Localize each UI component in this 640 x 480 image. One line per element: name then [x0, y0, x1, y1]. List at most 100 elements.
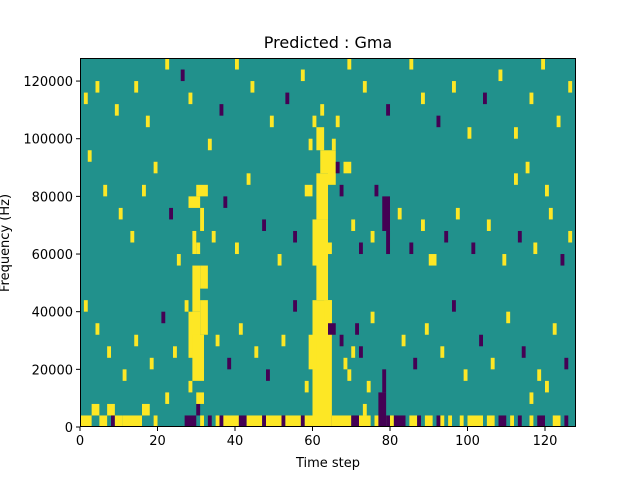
- heatmap-cell: [568, 81, 573, 93]
- heatmap-cell: [188, 92, 193, 105]
- heatmap-cell: [343, 161, 352, 174]
- heatmap-cell: [359, 346, 363, 358]
- heatmap-cell: [529, 415, 534, 427]
- y-axis: 0 20000 40000 60000 80000 100000 120000: [23, 75, 80, 436]
- heatmap-cell: [266, 415, 282, 427]
- heatmap-cell: [541, 58, 546, 70]
- heatmap-cell: [514, 173, 518, 185]
- heatmap-cell: [293, 230, 298, 243]
- heatmap-cell: [552, 323, 557, 335]
- heatmap-cell: [165, 392, 170, 404]
- heatmap-cell: [316, 173, 329, 220]
- heatmap-cell: [331, 138, 336, 151]
- heatmap-cell: [215, 334, 220, 347]
- heatmap-cell: [200, 265, 208, 289]
- heatmap-cell: [219, 104, 224, 116]
- heatmap-cell: [188, 196, 201, 208]
- heatmap-cell: [153, 415, 158, 427]
- heatmap-cell: [269, 115, 274, 128]
- heatmap-cell: [359, 242, 363, 255]
- heatmap-cell: [397, 207, 402, 220]
- heatmap-cell: [393, 415, 406, 427]
- heatmap-cell: [215, 415, 220, 427]
- heatmap-cell: [145, 115, 150, 128]
- heatmap-cell: [436, 415, 441, 427]
- heatmap-cell: [235, 242, 239, 255]
- heatmap-cell: [436, 115, 441, 128]
- heatmap-cell: [564, 415, 569, 427]
- heatmap-cell: [235, 58, 239, 70]
- heatmap-cell: [83, 300, 88, 312]
- heatmap-cell: [428, 254, 437, 266]
- heatmap-cell: [80, 415, 92, 427]
- heatmap-cell: [169, 207, 174, 220]
- heatmap-cell: [521, 346, 526, 358]
- y-tick-label: 20000: [32, 363, 73, 378]
- heatmap-cell: [452, 300, 456, 312]
- heatmap-cell: [250, 81, 255, 93]
- heatmap-cell: [308, 138, 313, 151]
- heatmap-cell: [479, 334, 484, 347]
- heatmap-cell: [455, 207, 460, 220]
- heatmap-cell: [328, 242, 332, 255]
- heatmap-cell: [335, 115, 340, 128]
- heatmap-cell: [463, 369, 468, 381]
- heatmap-cell: [200, 415, 205, 427]
- heatmap-cell: [374, 184, 379, 197]
- heatmap-cell: [331, 415, 352, 427]
- heatmap-cell: [386, 104, 391, 116]
- heatmap-cell: [413, 357, 418, 370]
- heatmap-cell: [211, 230, 216, 243]
- heatmap-cell: [254, 346, 259, 358]
- heatmap-cell: [525, 161, 530, 174]
- heatmap-cell: [382, 369, 387, 393]
- axes-frame: [80, 58, 576, 427]
- heatmap-cell: [498, 415, 507, 427]
- heatmap-cell: [510, 415, 515, 427]
- x-tick-label: 20: [149, 434, 166, 449]
- heatmap-cell: [300, 415, 305, 427]
- heatmap-cell: [328, 150, 336, 185]
- y-tick-label: 60000: [32, 248, 73, 263]
- heatmap-cell: [262, 219, 267, 231]
- heatmap-cell: [417, 415, 422, 427]
- heatmap-cell: [486, 219, 491, 231]
- heatmap-cell: [424, 415, 433, 427]
- heatmap-cell: [355, 323, 360, 335]
- heatmap-cell: [548, 207, 553, 220]
- y-tick-label: 0: [65, 421, 73, 436]
- heatmap-cell: [238, 323, 243, 335]
- heatmap-cell: [246, 415, 263, 427]
- heatmap-cell: [103, 184, 108, 197]
- y-axis-label: Frequency (Hz): [0, 194, 13, 292]
- chart-title: Predicted : Gma: [264, 33, 392, 52]
- heatmap-cell: [490, 357, 495, 370]
- heatmap-cell: [517, 230, 522, 243]
- x-tick-label: 60: [304, 434, 321, 449]
- heatmap-cell: [304, 380, 309, 393]
- heatmap-cell: [308, 334, 317, 370]
- heatmap-cell: [386, 230, 391, 255]
- heatmap-cell: [483, 92, 487, 105]
- heatmap-cell: [200, 207, 205, 231]
- heatmap-cell: [347, 369, 352, 381]
- heatmap-cell: [107, 346, 112, 358]
- heatmap-cell: [545, 380, 549, 393]
- heatmap-cell: [246, 173, 251, 185]
- y-tick-label: 40000: [32, 306, 73, 321]
- heatmap-cell: [83, 92, 88, 105]
- heatmap-cell: [312, 300, 332, 427]
- heatmap-cell: [316, 127, 325, 151]
- heatmap-cell: [227, 357, 232, 370]
- heatmap-cell: [99, 415, 108, 427]
- heatmap-cell: [130, 230, 135, 243]
- heatmap-cell: [134, 334, 139, 347]
- heatmap-cell: [207, 138, 212, 151]
- heatmap-cell: [529, 92, 534, 105]
- heatmap-cell: [200, 300, 208, 335]
- heatmap-cell: [312, 219, 328, 266]
- heatmap-cells: [80, 58, 573, 427]
- heatmap-cell: [304, 184, 313, 197]
- heatmap-cell: [165, 58, 170, 70]
